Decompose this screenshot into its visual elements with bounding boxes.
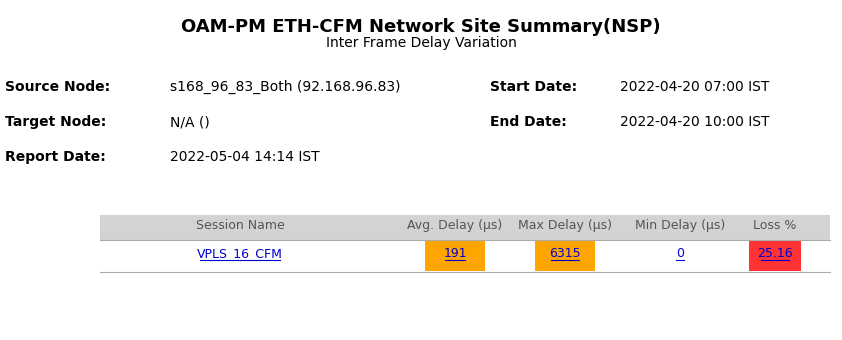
Text: VPLS_16_CFM: VPLS_16_CFM [197,247,283,260]
Text: Report Date:: Report Date: [5,150,106,164]
Text: 191: 191 [443,247,466,260]
Text: Avg. Delay (μs): Avg. Delay (μs) [408,219,503,232]
Text: 2022-04-20 07:00 IST: 2022-04-20 07:00 IST [620,80,770,94]
Text: Session Name: Session Name [195,219,285,232]
Text: 0: 0 [676,247,684,260]
Text: 2022-05-04 14:14 IST: 2022-05-04 14:14 IST [170,150,320,164]
FancyBboxPatch shape [425,241,485,271]
Text: s168_96_83_Both (92.168.96.83): s168_96_83_Both (92.168.96.83) [170,80,401,94]
Text: Inter Frame Delay Variation: Inter Frame Delay Variation [326,36,516,50]
FancyBboxPatch shape [749,241,801,271]
Text: 6315: 6315 [549,247,581,260]
Text: 2022-04-20 10:00 IST: 2022-04-20 10:00 IST [620,115,770,129]
Text: Loss %: Loss % [754,219,797,232]
Text: Max Delay (μs): Max Delay (μs) [518,219,612,232]
Text: Min Delay (μs): Min Delay (μs) [635,219,725,232]
Text: N/A (): N/A () [170,115,210,129]
FancyBboxPatch shape [535,241,595,271]
Text: 25.16: 25.16 [757,247,793,260]
Text: Start Date:: Start Date: [490,80,577,94]
Text: End Date:: End Date: [490,115,567,129]
Text: Source Node:: Source Node: [5,80,110,94]
Text: OAM-PM ETH-CFM Network Site Summary(NSP): OAM-PM ETH-CFM Network Site Summary(NSP) [181,18,661,36]
FancyBboxPatch shape [100,215,830,240]
Text: Target Node:: Target Node: [5,115,106,129]
FancyBboxPatch shape [100,240,830,272]
